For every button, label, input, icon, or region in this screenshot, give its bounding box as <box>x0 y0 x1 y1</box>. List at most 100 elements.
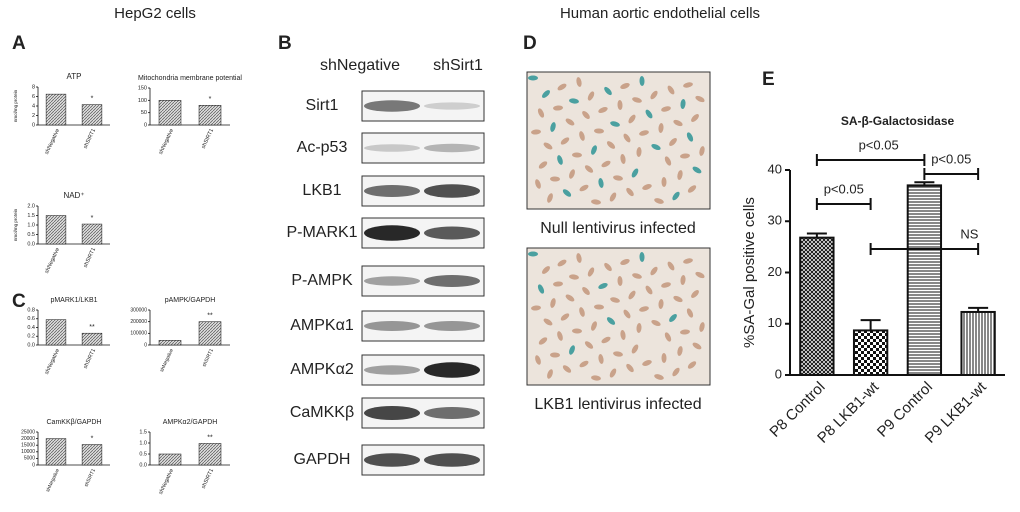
cell <box>687 361 697 369</box>
y-tick-label: 100000 <box>130 331 147 337</box>
cell <box>617 276 623 286</box>
image-caption: LKB1 lentivirus infected <box>534 396 701 413</box>
cell <box>537 108 545 118</box>
cell <box>584 341 594 349</box>
cell <box>626 187 634 197</box>
chart-title: pMARK1/LKB1 <box>50 297 97 304</box>
cell <box>587 91 595 101</box>
cell <box>604 262 612 272</box>
cell <box>650 90 658 100</box>
bracket <box>869 243 980 255</box>
cell <box>628 114 636 124</box>
cell <box>579 184 589 192</box>
cell <box>661 106 671 112</box>
error-bar <box>968 306 989 312</box>
y-tick-label: 10000 <box>21 449 35 455</box>
chart-title: SA-β-Galactosidase <box>841 114 955 128</box>
cell <box>636 323 642 333</box>
cell <box>579 307 585 317</box>
y-axis-label: nmol/mg protein <box>13 208 18 241</box>
cell <box>672 191 680 201</box>
cell <box>550 122 556 132</box>
chart-title: CamKKβ/GAPDH <box>47 419 102 426</box>
x-tick-label: shSIRT1 <box>83 468 97 488</box>
x-tick-label: shSIRT1 <box>201 348 215 368</box>
cell <box>620 330 626 340</box>
cell <box>579 360 589 368</box>
x-tick-label: shNegative <box>158 128 175 155</box>
cell <box>686 132 694 142</box>
blot-row-label: P-MARK1 <box>286 224 357 241</box>
cell <box>677 170 683 180</box>
cell <box>667 85 675 95</box>
cell <box>639 76 645 86</box>
x-tick-label: shNegative <box>45 468 61 493</box>
cell <box>528 251 538 257</box>
cell <box>631 344 639 354</box>
cell <box>576 253 582 263</box>
y-tick-label: 0.8 <box>27 307 35 313</box>
significance: NS <box>960 226 978 241</box>
cell <box>667 261 675 271</box>
cell <box>543 318 553 326</box>
blot-band <box>364 406 420 420</box>
y-tick-label: 1.5 <box>139 429 147 435</box>
x-tick-label: shSIRT1 <box>83 247 97 269</box>
blot-band <box>364 185 420 197</box>
bar <box>45 438 67 466</box>
y-tick-label: 200000 <box>130 319 147 325</box>
cell <box>645 109 653 119</box>
cell <box>673 119 683 127</box>
cell <box>636 147 642 157</box>
cell <box>610 297 620 303</box>
cell <box>550 176 560 182</box>
blot-row-label: Sirt1 <box>306 97 339 114</box>
cell <box>550 298 556 308</box>
cell <box>661 353 667 363</box>
cell <box>550 352 560 358</box>
significance: * <box>91 215 94 222</box>
cell <box>528 75 538 81</box>
blot-band <box>424 184 480 198</box>
bar <box>198 443 222 466</box>
x-tick-label: shNegative <box>44 128 61 155</box>
panel-label: C <box>12 291 26 312</box>
x-tick-label: shSIRT1 <box>83 348 97 370</box>
y-tick-label: 8 <box>32 84 35 90</box>
cell <box>669 314 677 322</box>
cell <box>537 284 545 294</box>
cell <box>626 363 634 373</box>
cell <box>569 274 579 280</box>
blot-band <box>364 100 420 112</box>
y-tick-label: 6 <box>32 94 35 100</box>
blot-row-label: AMPKα1 <box>290 317 354 334</box>
cell <box>569 169 575 179</box>
cell <box>572 152 582 158</box>
cell <box>632 273 642 279</box>
chart-title: AMPKα2/GAPDH <box>163 419 218 426</box>
significance: * <box>91 435 94 442</box>
cell <box>651 143 661 151</box>
cell <box>613 175 623 181</box>
cell <box>562 189 572 197</box>
y-tick-label: 0.0 <box>27 342 35 348</box>
micrograph <box>526 247 711 386</box>
cell <box>620 154 626 164</box>
bracket <box>815 154 926 166</box>
cell <box>579 131 585 141</box>
bar <box>45 319 67 346</box>
cell <box>620 83 630 89</box>
blot-band <box>424 275 480 287</box>
panel-label: B <box>278 33 292 54</box>
blot-row-label: GAPDH <box>294 451 351 468</box>
y-axis-label: %SA-Gal positive cells <box>741 197 758 348</box>
cell <box>639 252 645 262</box>
error-bar <box>860 319 881 331</box>
bar <box>158 100 182 126</box>
cell <box>547 369 553 379</box>
cell <box>628 290 636 300</box>
y-tick-label: 40 <box>768 161 782 176</box>
y-tick-label: 0.2 <box>27 334 35 340</box>
y-tick-label: 2 <box>32 113 35 119</box>
